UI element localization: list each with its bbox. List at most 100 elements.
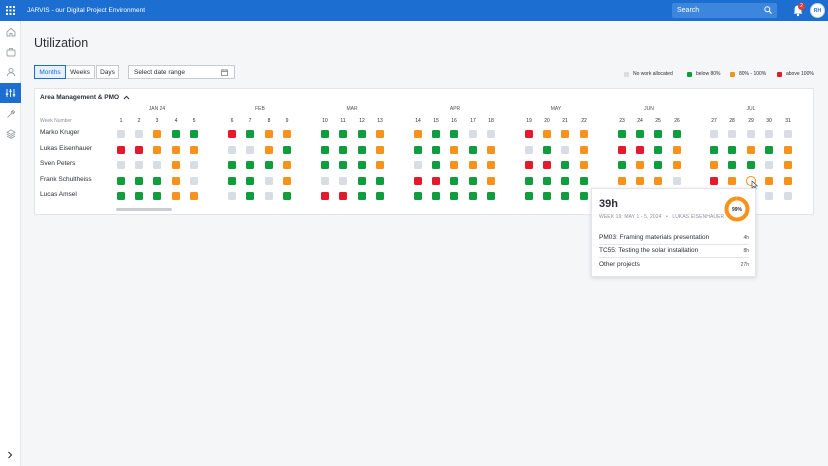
utilization-cell[interactable] <box>636 161 644 169</box>
utilization-cell[interactable] <box>321 177 329 185</box>
utilization-cell[interactable] <box>153 161 161 169</box>
utilization-cell[interactable] <box>321 130 329 138</box>
calendar-icon[interactable] <box>221 69 228 76</box>
utilization-cell[interactable] <box>358 192 366 200</box>
utilization-cell[interactable] <box>117 146 125 154</box>
utilization-cell[interactable] <box>432 146 440 154</box>
utilization-cell[interactable] <box>636 177 644 185</box>
utilization-cell[interactable] <box>246 192 254 200</box>
utilization-cell[interactable] <box>728 177 736 185</box>
utilization-cell[interactable] <box>487 192 495 200</box>
sidebar-item-utilization[interactable] <box>0 83 21 103</box>
utilization-cell[interactable] <box>135 146 143 154</box>
sidebar-item-layers[interactable] <box>0 124 21 144</box>
utilization-cell[interactable] <box>765 177 773 185</box>
utilization-cell[interactable] <box>450 130 458 138</box>
utilization-cell[interactable] <box>784 192 792 200</box>
utilization-cell[interactable] <box>543 177 551 185</box>
utilization-cell[interactable] <box>172 161 180 169</box>
utilization-cell[interactable] <box>246 161 254 169</box>
utilization-cell[interactable] <box>487 177 495 185</box>
search-icon[interactable] <box>764 6 772 14</box>
utilization-cell[interactable] <box>321 146 329 154</box>
utilization-cell[interactable] <box>543 130 551 138</box>
utilization-cell[interactable] <box>172 146 180 154</box>
utilization-cell[interactable] <box>710 146 718 154</box>
utilization-cell[interactable] <box>283 177 291 185</box>
utilization-cell[interactable] <box>580 130 588 138</box>
utilization-cell[interactable] <box>376 192 384 200</box>
utilization-cell[interactable] <box>135 161 143 169</box>
utilization-cell[interactable] <box>228 192 236 200</box>
utilization-cell[interactable] <box>618 177 626 185</box>
utilization-cell[interactable] <box>190 192 198 200</box>
tab-days[interactable]: Days <box>96 65 119 79</box>
utilization-cell[interactable] <box>358 177 366 185</box>
utilization-cell[interactable] <box>117 177 125 185</box>
utilization-cell[interactable] <box>376 161 384 169</box>
utilization-cell[interactable] <box>580 146 588 154</box>
utilization-cell[interactable] <box>135 177 143 185</box>
utilization-cell[interactable] <box>135 130 143 138</box>
sidebar-item-people[interactable] <box>0 62 21 82</box>
utilization-cell[interactable] <box>561 146 569 154</box>
utilization-cell[interactable] <box>525 192 533 200</box>
group-header[interactable]: Area Management & PMO <box>40 94 130 101</box>
utilization-cell[interactable] <box>432 161 440 169</box>
utilization-cell[interactable] <box>172 177 180 185</box>
utilization-cell[interactable] <box>450 146 458 154</box>
utilization-cell[interactable] <box>414 192 422 200</box>
utilization-cell[interactable] <box>376 130 384 138</box>
utilization-cell[interactable] <box>580 177 588 185</box>
utilization-cell[interactable] <box>228 177 236 185</box>
utilization-cell[interactable] <box>561 177 569 185</box>
utilization-cell[interactable] <box>747 146 755 154</box>
utilization-cell[interactable] <box>153 146 161 154</box>
utilization-cell[interactable] <box>450 161 458 169</box>
utilization-cell[interactable] <box>747 161 755 169</box>
utilization-cell[interactable] <box>654 130 662 138</box>
utilization-cell[interactable] <box>358 161 366 169</box>
sidebar-item-projects[interactable] <box>0 42 21 62</box>
utilization-cell[interactable] <box>246 130 254 138</box>
utilization-cell[interactable] <box>117 130 125 138</box>
utilization-cell[interactable] <box>190 130 198 138</box>
utilization-cell[interactable] <box>172 130 180 138</box>
utilization-cell[interactable] <box>432 130 440 138</box>
expand-sidebar-button[interactable] <box>4 449 16 461</box>
utilization-cell[interactable] <box>469 192 477 200</box>
utilization-cell[interactable] <box>561 192 569 200</box>
utilization-cell[interactable] <box>339 177 347 185</box>
utilization-cell[interactable] <box>117 161 125 169</box>
utilization-cell[interactable] <box>283 161 291 169</box>
utilization-cell[interactable] <box>543 146 551 154</box>
utilization-cell[interactable] <box>414 161 422 169</box>
utilization-cell[interactable] <box>450 177 458 185</box>
utilization-cell[interactable] <box>710 161 718 169</box>
utilization-cell[interactable] <box>784 177 792 185</box>
utilization-cell[interactable] <box>654 161 662 169</box>
utilization-cell[interactable] <box>190 161 198 169</box>
utilization-cell[interactable] <box>228 161 236 169</box>
utilization-cell[interactable] <box>784 130 792 138</box>
utilization-cell[interactable] <box>283 146 291 154</box>
horizontal-scrollbar[interactable] <box>116 208 172 211</box>
utilization-cell[interactable] <box>265 161 273 169</box>
utilization-cell[interactable] <box>246 146 254 154</box>
utilization-cell[interactable] <box>339 146 347 154</box>
utilization-cell[interactable] <box>246 177 254 185</box>
utilization-cell[interactable] <box>561 161 569 169</box>
utilization-cell[interactable] <box>765 192 773 200</box>
utilization-cell[interactable] <box>784 161 792 169</box>
utilization-cell[interactable] <box>153 130 161 138</box>
utilization-cell[interactable] <box>339 161 347 169</box>
utilization-cell[interactable] <box>376 146 384 154</box>
utilization-cell[interactable] <box>358 146 366 154</box>
utilization-cell[interactable] <box>135 192 143 200</box>
utilization-cell[interactable] <box>543 192 551 200</box>
utilization-cell[interactable] <box>580 161 588 169</box>
utilization-cell[interactable] <box>265 177 273 185</box>
utilization-cell[interactable] <box>728 146 736 154</box>
utilization-cell[interactable] <box>469 161 477 169</box>
utilization-cell[interactable] <box>450 192 458 200</box>
